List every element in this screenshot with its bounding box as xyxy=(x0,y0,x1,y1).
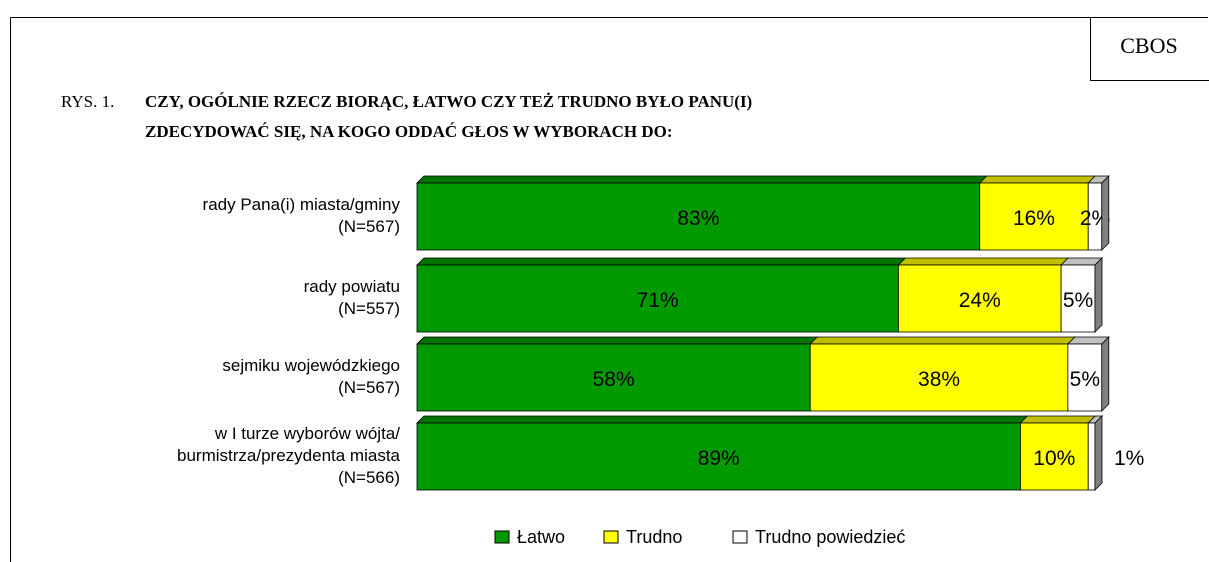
bar-segment xyxy=(897,264,1062,333)
value-label: 58% xyxy=(593,368,635,391)
value-label: 71% xyxy=(637,289,679,312)
bar-side xyxy=(1094,257,1103,333)
value-label: 24% xyxy=(959,289,1001,312)
value-label: 5% xyxy=(1063,289,1093,312)
bar-segment xyxy=(1020,422,1089,491)
value-label: 38% xyxy=(918,368,960,391)
legend-label: Trudno powiedzieć xyxy=(755,527,905,547)
category-label: burmistrza/prezydenta miasta xyxy=(177,446,401,465)
legend-swatch xyxy=(603,530,619,544)
badge: CBOS xyxy=(1120,33,1177,58)
value-label: 83% xyxy=(677,207,719,230)
bar-segment xyxy=(1087,422,1096,491)
bar-top xyxy=(416,257,907,266)
bar-side xyxy=(1094,415,1103,491)
value-label: 1% xyxy=(1114,447,1144,470)
category-label: rady powiatu xyxy=(304,277,400,296)
category-label: (N=566) xyxy=(338,468,400,487)
category-label: (N=567) xyxy=(338,217,400,236)
chart-title: CZY, OGÓLNIE RZECZ BIORĄC, ŁATWO CZY TEŻ… xyxy=(145,92,752,111)
bar-segment xyxy=(1067,343,1103,412)
title-prefix: RYS. 1. xyxy=(61,92,114,111)
category-label: rady Pana(i) miasta/gminy xyxy=(203,195,401,214)
bar-segment xyxy=(809,343,1069,412)
category-label: sejmiku wojewódzkiego xyxy=(222,356,400,375)
chart-title: ZDECYDOWAĆ SIĘ, NA KOGO ODDAĆ GŁOS W WYB… xyxy=(145,122,673,141)
value-label: 89% xyxy=(698,447,740,470)
bar-segment xyxy=(1060,264,1096,333)
bar-top xyxy=(809,336,1076,345)
bar-top xyxy=(978,175,1097,184)
bar-segment xyxy=(416,422,1021,491)
legend-label: Łatwo xyxy=(517,527,565,547)
bar-top xyxy=(416,175,988,184)
bar-top xyxy=(416,336,819,345)
value-label: 10% xyxy=(1033,447,1075,470)
category-label: (N=557) xyxy=(338,299,400,318)
category-label: w I turze wyborów wójta/ xyxy=(214,424,400,443)
bar-side xyxy=(1101,175,1110,251)
bar-segment xyxy=(416,182,981,251)
bar-side xyxy=(1101,336,1110,412)
legend-swatch xyxy=(494,530,510,544)
category-label: (N=567) xyxy=(338,378,400,397)
legend-label: Trudno xyxy=(626,527,682,547)
badge-box xyxy=(1090,17,1209,81)
bar-top xyxy=(1019,415,1097,424)
bar-segment xyxy=(979,182,1089,251)
bar-top xyxy=(416,415,1029,424)
legend-swatch xyxy=(732,530,748,544)
bar-segment xyxy=(416,343,811,412)
value-label: 5% xyxy=(1070,368,1100,391)
value-label: 16% xyxy=(1013,207,1055,230)
bar-top xyxy=(897,257,1070,266)
